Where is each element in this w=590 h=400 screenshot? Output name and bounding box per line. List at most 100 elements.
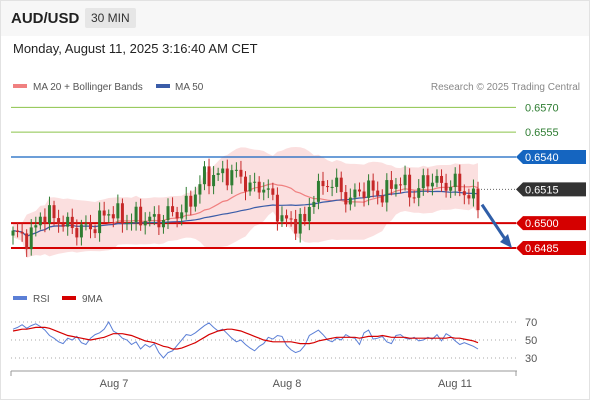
candle-body <box>471 188 475 199</box>
candle-body <box>148 216 152 221</box>
candle-body <box>262 189 266 193</box>
rsi-level-label: 30 <box>525 353 537 365</box>
candle-body <box>307 206 311 222</box>
x-tick-label: Aug 8 <box>273 378 302 390</box>
candle-body <box>458 173 462 192</box>
bollinger-band-area <box>13 147 478 258</box>
candle-body <box>25 233 29 250</box>
candle-body <box>275 194 279 222</box>
ma20-legend-swatch <box>13 84 27 88</box>
credit-text: Research © 2025 Trading Central <box>431 82 580 93</box>
candle-body <box>230 170 234 186</box>
candle-body <box>476 188 480 211</box>
ma9-legend-swatch <box>62 296 76 300</box>
candle-body <box>161 219 165 228</box>
candle-body <box>399 184 402 186</box>
candle-body <box>212 174 216 187</box>
resistance-label: 0.6555 <box>525 127 559 139</box>
candle-body <box>130 222 134 224</box>
candle-body <box>89 223 92 230</box>
candle-body <box>266 188 270 190</box>
datetime-label: Monday, August 11, 2025 3:16:40 AM CET <box>13 41 258 56</box>
x-tick-label: Aug 11 <box>438 378 472 390</box>
candle-body <box>171 206 175 213</box>
candle-body <box>403 174 407 186</box>
candle-body <box>20 231 24 234</box>
forecast-arrow-head <box>500 234 512 248</box>
candle-body <box>116 203 120 219</box>
candle-body <box>430 182 434 187</box>
candle-body <box>70 216 74 229</box>
support-label-text: 0.6485 <box>525 243 559 255</box>
candle-body <box>303 213 307 222</box>
candle-body <box>143 220 147 226</box>
candle-body <box>294 218 298 234</box>
candle-body <box>376 190 380 196</box>
candle-body <box>417 188 421 198</box>
candle-body <box>449 187 453 191</box>
timeframe-button[interactable]: 30 MIN <box>85 8 136 28</box>
candle-body <box>271 188 275 195</box>
candle-body <box>257 181 261 193</box>
support-label-tag <box>516 216 586 231</box>
candle-body <box>139 206 143 226</box>
candle-body <box>371 180 375 191</box>
support-label-text: 0.6500 <box>525 218 559 230</box>
support-label-tag <box>516 241 586 255</box>
candle-body <box>316 180 320 202</box>
candle-body <box>193 194 197 207</box>
candle-body <box>380 195 384 203</box>
rsi-ma9-line <box>12 326 479 350</box>
candle-body <box>298 213 302 234</box>
candle-body <box>57 218 61 225</box>
candle-body <box>152 214 156 217</box>
candle-body <box>385 180 389 203</box>
forecast-arrow <box>480 203 512 248</box>
candle-body <box>75 228 79 238</box>
candle-body <box>285 215 289 219</box>
candle-body <box>357 189 361 192</box>
rsi-legend-label: RSI <box>33 294 50 305</box>
candle-body <box>312 201 316 207</box>
candle-body <box>253 181 257 183</box>
candle-body <box>453 173 457 188</box>
candles <box>11 158 480 257</box>
candle-body <box>184 195 188 213</box>
candle-body <box>102 210 106 216</box>
candle-body <box>43 216 47 224</box>
ma20-legend-label: MA 20 + Bollinger Bands <box>33 82 143 93</box>
candle-body <box>98 210 102 234</box>
rsi-level-label: 70 <box>525 317 537 329</box>
candle-body <box>221 168 225 174</box>
candle-body <box>38 216 42 226</box>
candle-body <box>467 195 471 199</box>
bollinger-band <box>13 147 478 258</box>
candle-body <box>166 206 170 220</box>
candle-body <box>421 175 425 189</box>
candle-body <box>353 189 357 198</box>
header-bar: AUD/USD 30 MIN <box>1 1 589 36</box>
candle-body <box>321 180 325 187</box>
current-label-text: 0.6515 <box>525 184 559 196</box>
ma9-legend-label: 9MA <box>82 294 103 305</box>
candle-body <box>175 212 179 219</box>
candle-body <box>244 176 247 192</box>
candle-body <box>47 205 51 224</box>
current-label-tag <box>516 182 586 197</box>
candle-body <box>412 197 416 199</box>
candle-body <box>29 227 33 250</box>
rsi-line <box>12 320 479 359</box>
candle-body <box>93 229 97 234</box>
candle-body <box>289 218 293 220</box>
candle-body <box>435 175 439 183</box>
pivot-label-tag <box>516 150 586 164</box>
candle-body <box>52 205 56 219</box>
candle-body <box>84 223 88 225</box>
candle-body <box>280 215 284 222</box>
candle-body <box>344 192 348 205</box>
candle-body <box>394 184 398 189</box>
symbol-title: AUD/USD <box>11 10 80 27</box>
ma50-legend-swatch <box>156 84 170 88</box>
candle-body <box>335 177 339 187</box>
